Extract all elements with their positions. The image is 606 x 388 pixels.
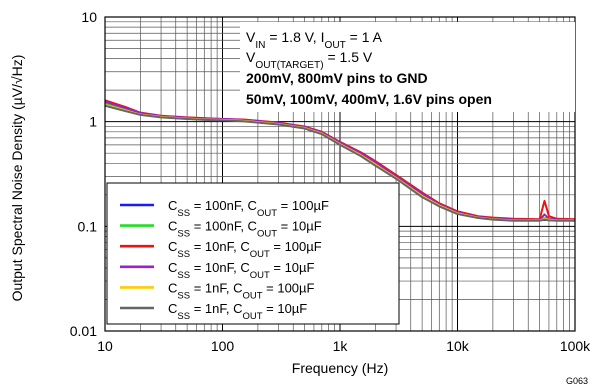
annotation-line-1: VIN = 1.8 V, IOUT = 1 A xyxy=(246,29,383,51)
series-group xyxy=(104,99,576,222)
annotation-line-4: 50mV, 100mV, 400mV, 1.6V pins open xyxy=(246,91,492,107)
annotation-line-2: VOUT(TARGET) = 1.5 V xyxy=(246,49,373,71)
legend-box xyxy=(106,182,400,325)
tick-labels: 10 100 1k 10k 100k 0.01 0.1 1 10 xyxy=(70,9,591,354)
plot-frame xyxy=(104,16,576,332)
series-line-6 xyxy=(104,104,575,222)
x-tick-label: 100k xyxy=(560,338,591,354)
y-tick-label: 10 xyxy=(81,9,97,25)
y-tick-label: 1 xyxy=(89,114,97,130)
legend-label: CSS = 100nF, COUT = 10µF xyxy=(168,219,322,240)
y-tick-label: 0.01 xyxy=(70,323,97,339)
legend-label: CSS = 10nF, COUT = 100µF xyxy=(168,239,322,260)
x-tick-label: 10k xyxy=(446,338,470,354)
x-axis-title: Frequency (Hz) xyxy=(292,360,388,376)
figure-id: G063 xyxy=(566,376,588,386)
legend-label: CSS = 10nF, COUT = 10µF xyxy=(168,260,315,281)
annotation-box xyxy=(240,22,575,112)
annotation-line-3: 200mV, 800mV pins to GND xyxy=(246,70,428,86)
x-tick-label: 10 xyxy=(97,338,113,354)
legend-label: CSS = 100nF, COUT = 100µF xyxy=(168,198,329,219)
x-tick-label: 100 xyxy=(211,338,235,354)
y-axis-title: Output Spectral Noise Density (µV/√Hz) xyxy=(9,55,25,302)
y-tick-label: 0.1 xyxy=(78,218,98,234)
legend-label: CSS = 1nF, COUT = 10µF xyxy=(168,301,307,322)
x-tick-label: 1k xyxy=(333,338,349,354)
legend-label: CSS = 1nF, COUT = 100µF xyxy=(168,280,315,301)
